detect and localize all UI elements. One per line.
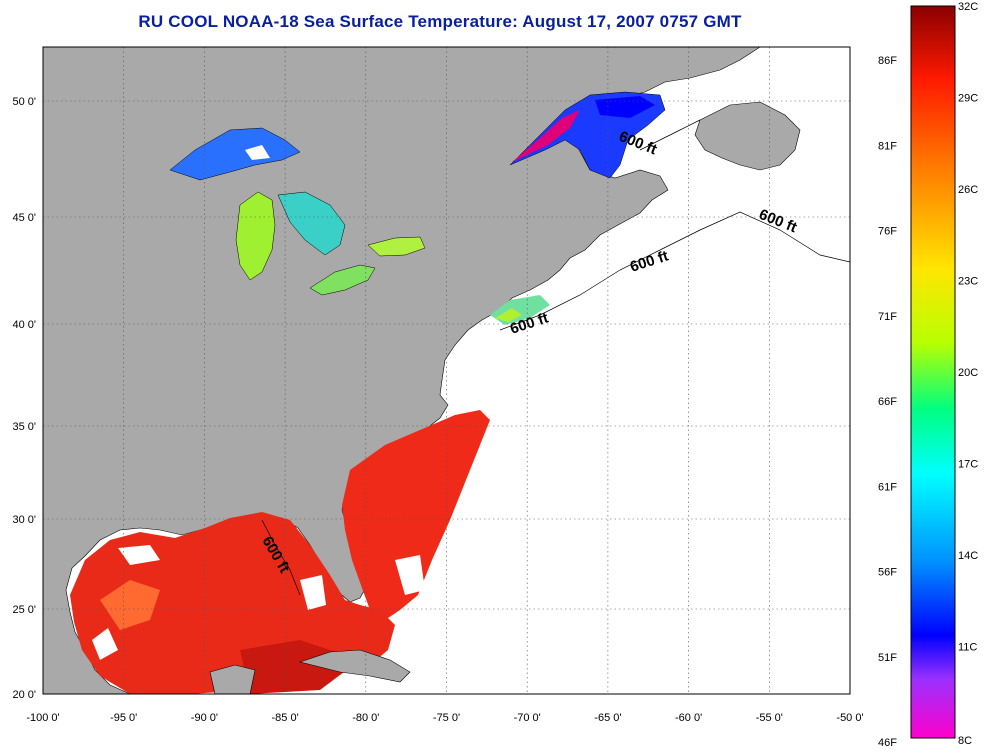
land-yucatan [209, 664, 256, 694]
lon-tick-label: -85 0' [272, 712, 299, 724]
lake-michigan [235, 191, 276, 281]
gulf-stream-sst [342, 410, 490, 620]
colorbar-celsius-label: 26C [958, 184, 978, 196]
map-title: RU COOL NOAA-18 Sea Surface Temperature:… [138, 12, 742, 31]
lon-tick-label: -55 0' [756, 712, 783, 724]
lon-tick-label: -90 0' [191, 712, 218, 724]
colorbar-fahrenheit-label: 51F [878, 652, 897, 664]
colorbar-celsius-label: 29C [958, 93, 978, 105]
colorbar-celsius-label: 23C [958, 276, 978, 288]
lon-tick-label: -80 0' [352, 712, 379, 724]
colorbar-celsius-label: 20C [958, 367, 978, 379]
colorbar-labels: 32C 29C 26C 23C 20C 17C 14C 11C 8C 86F 81F 76F 71F 66… [878, 1, 978, 749]
lat-tick-label: 35 0' [12, 421, 36, 433]
colorbar-fahrenheit-label: 46F [878, 737, 897, 749]
lat-tick-label: 20 0' [12, 689, 36, 701]
lake-ontario [367, 236, 426, 257]
lat-tick-label: 45 0' [12, 212, 36, 224]
lat-tick-label: 30 0' [12, 514, 36, 526]
colorbar-celsius-label: 14C [958, 550, 978, 562]
lat-tick-label: 40 0' [12, 319, 36, 331]
colorbar-celsius-label: 8C [958, 735, 972, 747]
plot-frame [42, 46, 851, 695]
colorbar-fahrenheit-label: 66F [878, 396, 897, 408]
colorbar-celsius-label: 17C [958, 459, 978, 471]
lat-tick-label: 25 0' [12, 604, 36, 616]
lon-tick-label: -95 0' [110, 712, 137, 724]
lon-tick-label: -60 0' [675, 712, 702, 724]
lat-tick-label: 50 0' [12, 96, 36, 108]
colorbar-fahrenheit-label: 56F [878, 567, 897, 579]
colorbar-celsius-label: 32C [958, 1, 978, 13]
lon-tick-label: -75 0' [433, 712, 460, 724]
land-cuba [298, 649, 411, 683]
colorbar-fahrenheit-label: 71F [878, 311, 897, 323]
lake-erie [309, 264, 376, 296]
colorbar-fahrenheit-label: 86F [878, 55, 897, 67]
lon-tick-label: -100 0' [26, 712, 59, 724]
colorbar [910, 5, 956, 739]
land-newfoundland [694, 101, 801, 171]
colorbar-fahrenheit-label: 76F [878, 226, 897, 238]
colorbar-celsius-label: 11C [958, 642, 977, 654]
lake-superior [169, 127, 301, 181]
lon-tick-label: -70 0' [514, 712, 541, 724]
colorbar-fahrenheit-label: 61F [878, 481, 897, 493]
isobath-600ft [499, 211, 850, 331]
lon-tick-label: -65 0' [594, 712, 621, 724]
axis-ticks: -100 0' -95 0' -90 0' -85 0' -80 0' -75 0' -70… [12, 96, 863, 724]
lake-huron [277, 191, 346, 256]
lon-tick-label: -50 0' [836, 712, 863, 724]
colorbar-fahrenheit-label: 81F [878, 140, 897, 152]
map-plot-area: 600 ft 600 ft 600 ft 600 ft 600 ft [43, 47, 850, 694]
